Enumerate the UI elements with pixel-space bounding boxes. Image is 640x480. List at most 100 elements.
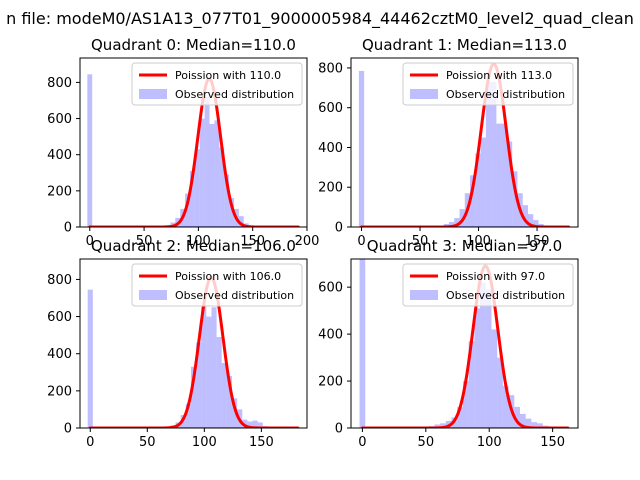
subplot-q0: 0 50 100 150 200 0 200 400 600 800 Quadrant 0: Med… [47, 36, 319, 249]
y-tick-label: 400 [47, 347, 72, 362]
x-tick-label: 150 [540, 435, 565, 450]
y-tick-label: 400 [318, 141, 343, 156]
histogram-bar [537, 423, 543, 428]
histogram-bar [496, 123, 502, 227]
legend: Poission with 97.0 Observed distribution [402, 263, 574, 307]
legend: Poission with 113.0 Observed distribution [402, 62, 574, 106]
y-tick-label: 800 [47, 273, 72, 288]
histogram-bar [514, 406, 520, 428]
histogram-bar [525, 418, 532, 428]
y-tick-label: 800 [318, 61, 343, 76]
histogram-bar [522, 205, 528, 227]
histogram-bar [211, 307, 217, 428]
y-tick-label: 400 [318, 328, 343, 343]
histogram-bar [497, 357, 503, 428]
histogram-bar [221, 363, 227, 428]
histogram-bar [194, 149, 200, 227]
histogram-bar [480, 282, 486, 428]
y-tick-label: 600 [318, 101, 343, 116]
histogram-bar [474, 308, 481, 428]
histogram-bar [475, 153, 481, 227]
histogram-bar [87, 289, 93, 428]
histogram-bar [462, 381, 469, 428]
histogram-bar [238, 216, 244, 227]
legend-poisson-label: Poission with 110.0 [175, 69, 281, 82]
y-tick-label: 200 [318, 375, 343, 390]
histogram-bar [506, 141, 513, 227]
histogram-bar [190, 366, 197, 428]
x-tick-label: 100 [186, 234, 211, 249]
histogram-bar [359, 259, 366, 428]
x-tick-label: 50 [412, 234, 429, 249]
legend-hist-swatch [410, 89, 438, 99]
histogram-bar [358, 70, 365, 227]
x-tick-label: 200 [295, 234, 320, 249]
histogram-bar [257, 422, 263, 428]
subplot-q2: 0 50 100 150 0 200 400 600 800 Quadrant 2: Median… [47, 237, 308, 450]
y-tick-label: 200 [47, 384, 72, 399]
legend-hist-label: Observed distribution [446, 88, 565, 101]
histogram-bar [470, 175, 476, 227]
legend: Poission with 106.0 Observed distribution [131, 263, 303, 307]
y-tick-label: 400 [47, 148, 72, 163]
histogram-bar [224, 174, 230, 227]
subplot-q3: 0 50 100 150 0 200 400 600 Quadrant 3: Median=97… [318, 237, 579, 450]
x-tick-label: 100 [477, 435, 502, 450]
histogram-bar [229, 198, 234, 227]
histogram-bar [209, 123, 215, 227]
x-tick-label: 100 [192, 435, 217, 450]
x-tick-label: 0 [86, 234, 94, 249]
axes-frame [79, 258, 308, 429]
legend-hist-swatch [139, 290, 167, 300]
histogram-bar [485, 81, 492, 227]
x-tick-label: 0 [358, 435, 366, 450]
histogram-bar [247, 421, 253, 428]
y-tick-label: 600 [318, 281, 343, 296]
histogram-bar [214, 120, 220, 227]
histogram-bar [252, 420, 258, 428]
subplot-q1: 0 50 100 150 0 200 400 600 800 Quadrant 1: Median… [318, 36, 579, 249]
histogram-bar [434, 424, 441, 428]
histogram-bar [196, 342, 202, 428]
histogram-bar [219, 147, 225, 227]
histogram-bar [201, 305, 207, 428]
histogram-bar [468, 341, 475, 428]
histogram-bar [485, 289, 492, 428]
histogram-bar [87, 74, 93, 227]
y-tick-label: 200 [47, 184, 72, 199]
histogram-bar [185, 403, 191, 428]
x-tick-label: 0 [357, 234, 365, 249]
y-tick-label: 0 [64, 221, 72, 236]
plot-marks [358, 62, 571, 227]
y-tick-label: 600 [47, 112, 72, 127]
histogram-bar [226, 376, 232, 428]
subplot-title: Quadrant 1: Median=113.0 [362, 36, 567, 54]
y-tick-label: 800 [47, 76, 72, 91]
histogram-bar [531, 422, 538, 428]
x-tick-label: 50 [136, 234, 153, 249]
histogram-bar [231, 398, 238, 428]
y-tick-label: 0 [64, 422, 72, 437]
legend-poisson-label: Poission with 113.0 [446, 69, 552, 82]
histogram-bar [457, 406, 463, 428]
x-tick-label: 150 [249, 435, 274, 450]
poisson-curve [88, 77, 300, 227]
subplot-title: Quadrant 3: Median=97.0 [367, 237, 562, 255]
x-tick-label: 150 [525, 234, 550, 249]
y-tick-label: 200 [318, 181, 343, 196]
x-tick-label: 150 [240, 234, 265, 249]
histogram-bar [206, 316, 212, 428]
histogram-bar [480, 137, 486, 227]
legend-hist-label: Observed distribution [175, 88, 294, 101]
histogram-bar [491, 329, 498, 428]
plot-marks [87, 74, 300, 227]
x-tick-label: 0 [86, 435, 94, 450]
histogram-bar [199, 118, 205, 227]
legend-hist-swatch [139, 89, 167, 99]
legend-hist-swatch [410, 290, 438, 300]
legend-box [131, 62, 303, 106]
legend-hist-label: Observed distribution [446, 289, 565, 302]
subplot-title: Quadrant 2: Median=106.0 [91, 237, 296, 255]
legend-box [131, 263, 303, 307]
y-tick-label: 0 [335, 422, 343, 437]
